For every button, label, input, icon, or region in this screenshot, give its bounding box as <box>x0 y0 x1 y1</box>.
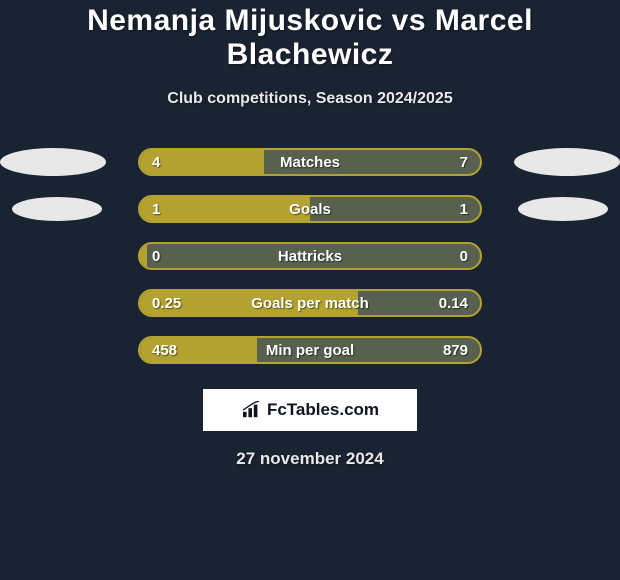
stat-value-right: 1 <box>460 197 468 221</box>
spacer <box>482 242 612 270</box>
player-badge-left <box>0 148 106 176</box>
stat-bar: 0.25Goals per match0.14 <box>138 289 482 317</box>
page-title: Nemanja Mijuskovic vs Marcel Blachewicz <box>0 4 620 72</box>
branding-label: FcTables.com <box>267 400 379 420</box>
player-badge-right <box>514 148 620 176</box>
stat-value-right: 879 <box>443 338 468 362</box>
stat-row: 0.25Goals per match0.14 <box>0 289 620 317</box>
subtitle: Club competitions, Season 2024/2025 <box>0 90 620 108</box>
stat-value-right: 0 <box>460 244 468 268</box>
stat-label: Goals <box>140 197 480 221</box>
player-badge-left <box>12 197 102 221</box>
stat-label: Min per goal <box>140 338 480 362</box>
stat-value-right: 0.14 <box>439 291 468 315</box>
stat-label: Matches <box>140 150 480 174</box>
spacer <box>8 336 138 364</box>
date-text: 27 november 2024 <box>0 449 620 469</box>
stat-bar: 1Goals1 <box>138 195 482 223</box>
branding-box: FcTables.com <box>203 389 417 431</box>
spacer <box>482 289 612 317</box>
branding-inner: FcTables.com <box>205 391 415 429</box>
stat-bar: 4Matches7 <box>138 148 482 176</box>
player-badge-right <box>518 197 608 221</box>
stat-label: Goals per match <box>140 291 480 315</box>
stat-label: Hattricks <box>140 244 480 268</box>
spacer <box>8 289 138 317</box>
stat-value-right: 7 <box>460 150 468 174</box>
stat-row: 4Matches7 <box>0 148 620 176</box>
stats-region: 4Matches7 1Goals1 0Hattricks0 0.25Goals per… <box>0 148 620 364</box>
spacer <box>482 336 612 364</box>
stat-row: 1Goals1 <box>0 195 620 223</box>
bar-chart-icon <box>241 401 263 419</box>
spacer <box>8 242 138 270</box>
stat-row: 458Min per goal879 <box>0 336 620 364</box>
stat-bar: 458Min per goal879 <box>138 336 482 364</box>
stat-row: 0Hattricks0 <box>0 242 620 270</box>
stat-bar: 0Hattricks0 <box>138 242 482 270</box>
